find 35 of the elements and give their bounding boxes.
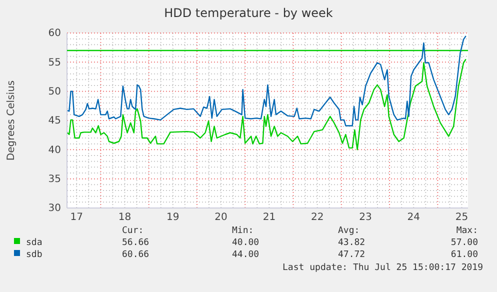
text: 56.66	[122, 238, 150, 248]
x-tick-label: 18	[118, 212, 132, 224]
x-tick-label: 22	[310, 212, 324, 224]
chart-title: HDD temperature - by week	[164, 6, 333, 20]
text: Last update: Thu Jul 25 15:00:17 2019	[282, 263, 483, 273]
text: 57.00	[450, 238, 478, 248]
x-tick-label: 19	[166, 212, 180, 224]
x-tick-label: 17	[70, 212, 83, 224]
x-tick-label: 21	[262, 212, 276, 224]
legend-label: sdb	[26, 250, 42, 260]
text: 47.72	[338, 250, 366, 260]
y-axis-title: Degrees Celsius	[6, 80, 17, 161]
x-tick-label: 23	[359, 212, 372, 224]
text: 61.00	[450, 250, 478, 260]
x-tick-label: 24	[407, 212, 420, 224]
x-tick-label: 20	[214, 212, 228, 224]
line-series	[66, 35, 466, 126]
text: Avg:	[338, 226, 360, 236]
text: Cur:	[122, 226, 144, 236]
text: Min:	[232, 226, 254, 236]
y-tick-label: 30	[48, 203, 61, 214]
y-tick-label: 50	[48, 86, 61, 98]
text: 60.66	[122, 250, 150, 260]
x-tick-label: 25	[455, 212, 468, 224]
y-tick-label: 40	[48, 144, 61, 156]
text: Max:	[456, 226, 478, 236]
text: 44.00	[232, 250, 260, 260]
legend-label: sda	[26, 238, 42, 248]
y-tick-label: 45	[48, 116, 61, 127]
text: 43.82	[338, 238, 366, 248]
text: 40.00	[232, 238, 260, 248]
y-tick-label: 35	[48, 174, 61, 186]
y-tick-label: 60	[48, 28, 61, 40]
line-series	[66, 58, 466, 150]
y-tick-label: 55	[48, 57, 61, 68]
